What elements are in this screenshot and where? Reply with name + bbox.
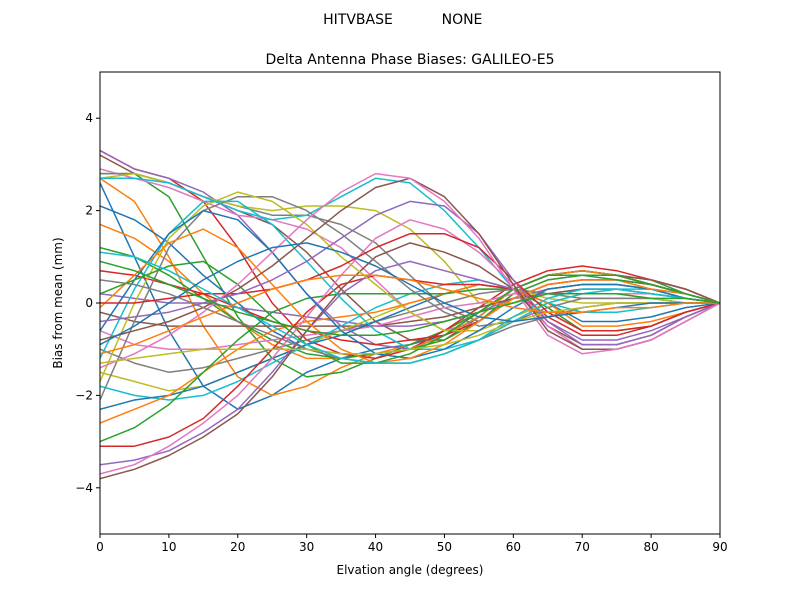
x-tick-label: 30 [299,540,314,554]
suptitle-right: NONE [442,12,483,28]
x-tick-label: 10 [161,540,176,554]
series-line-37 [100,172,720,369]
x-tick-label: 80 [643,540,658,554]
series-line-43 [100,260,720,337]
x-tick-label: 70 [575,540,590,554]
x-tick-label: 40 [368,540,383,554]
y-axis-label: Bias from mean (mm) [51,237,65,368]
series-line-33 [100,260,720,364]
series-line-40 [100,251,720,364]
series-line-39 [100,302,720,364]
series-lines [100,149,720,480]
series-line-25 [100,260,720,466]
series-line-21 [100,283,720,411]
series-line-34 [100,232,720,332]
y-tick-label: 2 [85,204,93,218]
chart-title: Delta Antenna Phase Biases: GALILEO-E5 [265,52,554,68]
axis-ticks: 0 10 20 30 40 50 60 70 80 90 −4 −2 0 2 4 [75,111,727,554]
x-tick-label: 60 [506,540,521,554]
y-tick-label: 0 [85,296,93,310]
x-tick-label: 50 [437,540,452,554]
suptitle-left: HITVBASE [323,12,393,28]
y-tick-label: −4 [75,481,93,495]
series-line-35 [100,200,720,346]
x-tick-label: 0 [96,540,104,554]
y-tick-label: 4 [85,111,93,125]
x-axis-label: Elvation angle (degrees) [337,563,484,577]
x-tick-label: 20 [230,540,245,554]
series-line-42 [100,274,720,355]
y-tick-label: −2 [75,388,93,402]
x-tick-label: 90 [712,540,727,554]
